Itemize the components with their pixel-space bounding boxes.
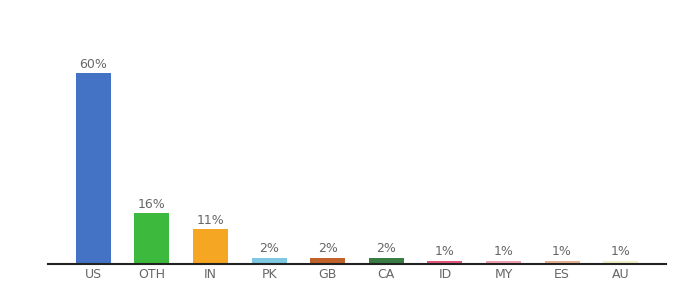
- Text: 1%: 1%: [435, 245, 455, 258]
- Text: 2%: 2%: [318, 242, 338, 255]
- Text: 1%: 1%: [611, 245, 630, 258]
- Text: 16%: 16%: [138, 198, 166, 211]
- Bar: [75, 74, 111, 264]
- Bar: [427, 261, 462, 264]
- Bar: [310, 258, 345, 264]
- Text: 60%: 60%: [80, 58, 107, 71]
- Text: 1%: 1%: [494, 245, 513, 258]
- Text: 2%: 2%: [259, 242, 279, 255]
- Bar: [193, 229, 228, 264]
- Bar: [545, 261, 579, 264]
- Bar: [135, 213, 169, 264]
- Text: 1%: 1%: [552, 245, 572, 258]
- Bar: [252, 258, 287, 264]
- Text: 2%: 2%: [376, 242, 396, 255]
- Bar: [486, 261, 521, 264]
- Text: 11%: 11%: [197, 214, 224, 226]
- Bar: [603, 261, 639, 264]
- Bar: [369, 258, 404, 264]
